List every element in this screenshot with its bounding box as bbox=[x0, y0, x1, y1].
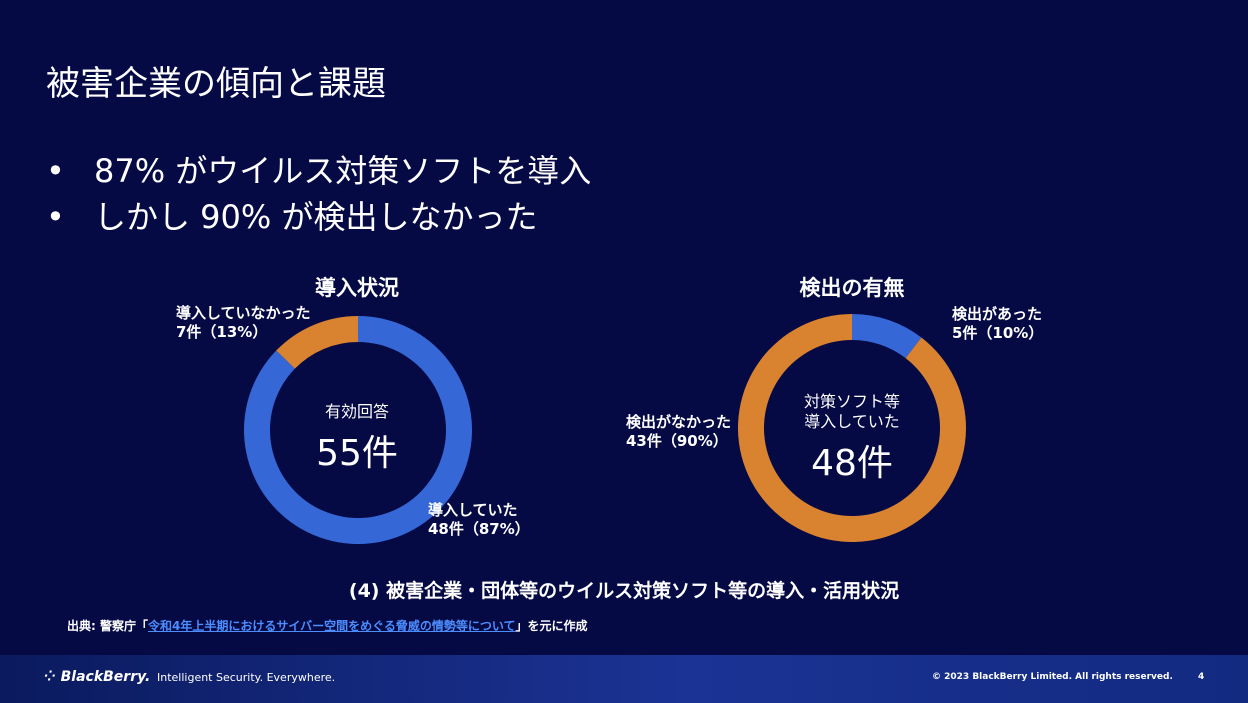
source-suffix: 」を元に作成 bbox=[515, 619, 588, 633]
donut-slice-1 bbox=[276, 316, 358, 369]
slice-value: 48件（87%） bbox=[428, 520, 530, 538]
slice-label-adopted: 導入していた 48件（87%） bbox=[428, 501, 530, 539]
source-prefix: 出典: 警察庁「 bbox=[67, 619, 148, 633]
slice-name: 検出がなかった bbox=[626, 413, 732, 431]
center-label-detection: 対策ソフト等 導入していた bbox=[752, 392, 952, 432]
bullet-text: 87% がウイルス対策ソフトを導入 bbox=[94, 152, 592, 190]
footer-copyright: © 2023 BlackBerry Limited. All rights re… bbox=[932, 672, 1173, 682]
slice-label-not-detected: 検出がなかった 43件（90%） bbox=[626, 413, 731, 451]
slice-name: 導入していなかった bbox=[176, 304, 311, 322]
footer-bar: ⁘ BlackBerry. Intelligent Security. Ever… bbox=[0, 655, 1248, 703]
chart-caption: (4) 被害企業・団体等のウイルス対策ソフト等の導入・活用状況 bbox=[348, 580, 900, 602]
page-number: 4 bbox=[1198, 672, 1205, 682]
source-note: 出典: 警察庁「令和4年上半期におけるサイバー空間をめぐる脅威の情勢等について」… bbox=[67, 617, 588, 634]
slice-label-detected: 検出があった 5件（10%） bbox=[952, 305, 1043, 343]
slice-value: 43件（90%） bbox=[626, 432, 728, 450]
donut-slice-0 bbox=[852, 314, 922, 359]
bullet-item: • しかし 90% が検出しなかった bbox=[46, 194, 591, 240]
footer-tagline: Intelligent Security. Everywhere. bbox=[157, 671, 336, 684]
bullet-text: しかし 90% が検出しなかった bbox=[94, 198, 538, 236]
slice-value: 5件（10%） bbox=[952, 324, 1044, 342]
slice-label-not-adopted: 導入していなかった 7件（13%） bbox=[176, 304, 311, 342]
blackberry-logo: ⁘ BlackBerry. bbox=[44, 669, 150, 685]
slice-name: 導入していた bbox=[428, 501, 518, 519]
blackberry-logo-icon: ⁘ bbox=[44, 669, 56, 685]
source-link[interactable]: 令和4年上半期におけるサイバー空間をめぐる脅威の情勢等について bbox=[147, 619, 516, 633]
donut-chart-detection bbox=[738, 314, 966, 542]
center-value-adoption: 55件 bbox=[316, 433, 398, 474]
slice-value: 7件（13%） bbox=[176, 323, 268, 341]
center-label-line: 導入していた bbox=[804, 412, 900, 431]
center-label-line: 対策ソフト等 bbox=[803, 392, 900, 411]
center-value-detection: 48件 bbox=[811, 443, 893, 484]
chart-title-adoption: 導入状況 bbox=[315, 276, 399, 300]
bullet-list: • 87% がウイルス対策ソフトを導入 • しかし 90% が検出しなかった bbox=[46, 148, 591, 240]
chart-title-detection: 検出の有無 bbox=[799, 276, 905, 300]
slide-title: 被害企業の傾向と課題 bbox=[46, 64, 386, 104]
donut-chart-adoption bbox=[243, 316, 473, 544]
slice-name: 検出があった bbox=[952, 305, 1043, 323]
brand-name: BlackBerry. bbox=[60, 669, 151, 685]
center-label-adoption: 有効回答 bbox=[324, 402, 389, 421]
bullet-item: • 87% がウイルス対策ソフトを導入 bbox=[46, 148, 591, 194]
